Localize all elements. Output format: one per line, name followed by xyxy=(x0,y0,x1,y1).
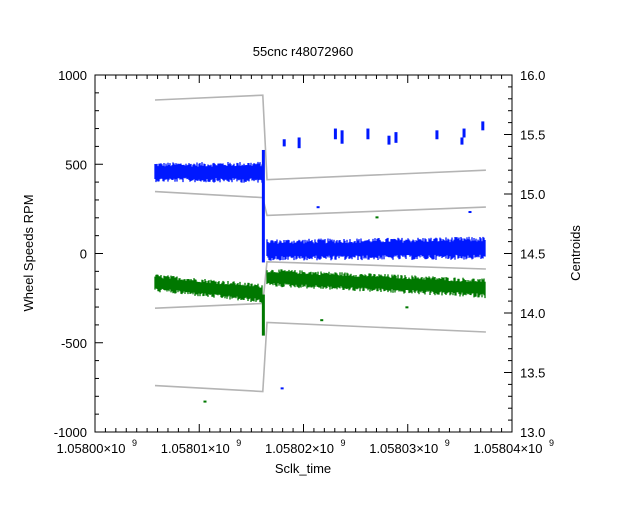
x-axis-label: Sclk_time xyxy=(275,461,331,476)
y2-tick-label: 15.0 xyxy=(520,187,545,202)
x-tick-label: 1.05800×10 xyxy=(56,441,125,456)
x-tick-exponent: 9 xyxy=(341,438,346,448)
wheel-speed-green-outlier xyxy=(203,400,207,403)
wheel-speed-blue-outlier xyxy=(435,130,439,140)
wheel-speed-blue-outlier xyxy=(468,211,472,214)
centroid-2-line xyxy=(154,190,486,217)
y-tick-label: -1000 xyxy=(54,425,87,440)
wheel-speed-blue-outlier xyxy=(366,128,370,140)
wheel-speed-blue-outlier xyxy=(481,121,485,131)
x-tick-exponent: 9 xyxy=(549,438,554,448)
axes: 1.05800×10 9 1.05801×10 9 1.05802×10 9 1.05803… xyxy=(54,68,554,456)
plot-data xyxy=(154,94,486,403)
y-tick-label: 500 xyxy=(65,157,87,172)
wheel-speed-blue-outlier xyxy=(297,137,301,149)
x-tick-label: 1.05801×10 xyxy=(161,441,230,456)
wheel-speed-green-outlier xyxy=(320,319,324,322)
y2-tick-label: 13.0 xyxy=(520,425,545,440)
y2-axis-label: Centroids xyxy=(568,225,583,281)
wheel-speed-blue-outlier xyxy=(280,387,284,390)
wheel-speed-blue-outlier xyxy=(316,206,320,209)
y2-tick-label: 13.5 xyxy=(520,366,545,381)
wheel-speed-green-outlier xyxy=(405,306,409,309)
wheel-speed-blue-outlier xyxy=(387,135,391,145)
y-tick-label: -500 xyxy=(61,336,87,351)
wheel-speed-blue-outlier xyxy=(394,132,398,143)
y2-tick-label: 15.5 xyxy=(520,128,545,143)
x-tick-exponent: 9 xyxy=(445,438,450,448)
y2-tick-label: 16.0 xyxy=(520,68,545,83)
centroid-3-line xyxy=(154,260,486,309)
x-tick-label: 1.05802×10 xyxy=(265,441,334,456)
wheel-speed-green-outlier xyxy=(261,294,265,336)
x-tick-exponent: 9 xyxy=(132,438,137,448)
y-tick-label: 1000 xyxy=(58,68,87,83)
wheel-speed-blue-outlier xyxy=(282,139,286,147)
y-tick-label: 0 xyxy=(80,247,87,262)
wheel-speed-blue-outlier xyxy=(462,128,466,138)
x-tick-label: 1.05804×10 xyxy=(473,441,542,456)
y-axis-label: Wheel Speeds RPM xyxy=(21,194,36,311)
wheel-speed-blue-outlier xyxy=(261,149,265,263)
y2-tick-label: 14.0 xyxy=(520,306,545,321)
centroid-1-line xyxy=(154,94,486,181)
wheel-speed-blue-outlier xyxy=(333,128,337,140)
wheel-speed-blue-outlier xyxy=(340,130,344,144)
wheel-speed-green-outlier xyxy=(375,216,379,219)
y2-tick-label: 14.5 xyxy=(520,247,545,262)
wheel-speed-blue-outlier xyxy=(460,137,464,145)
x-tick-label: 1.05803×10 xyxy=(369,441,438,456)
centroid-4-line xyxy=(154,321,486,393)
chart-title: 55cnc r48072960 xyxy=(253,44,353,59)
x-tick-exponent: 9 xyxy=(236,438,241,448)
